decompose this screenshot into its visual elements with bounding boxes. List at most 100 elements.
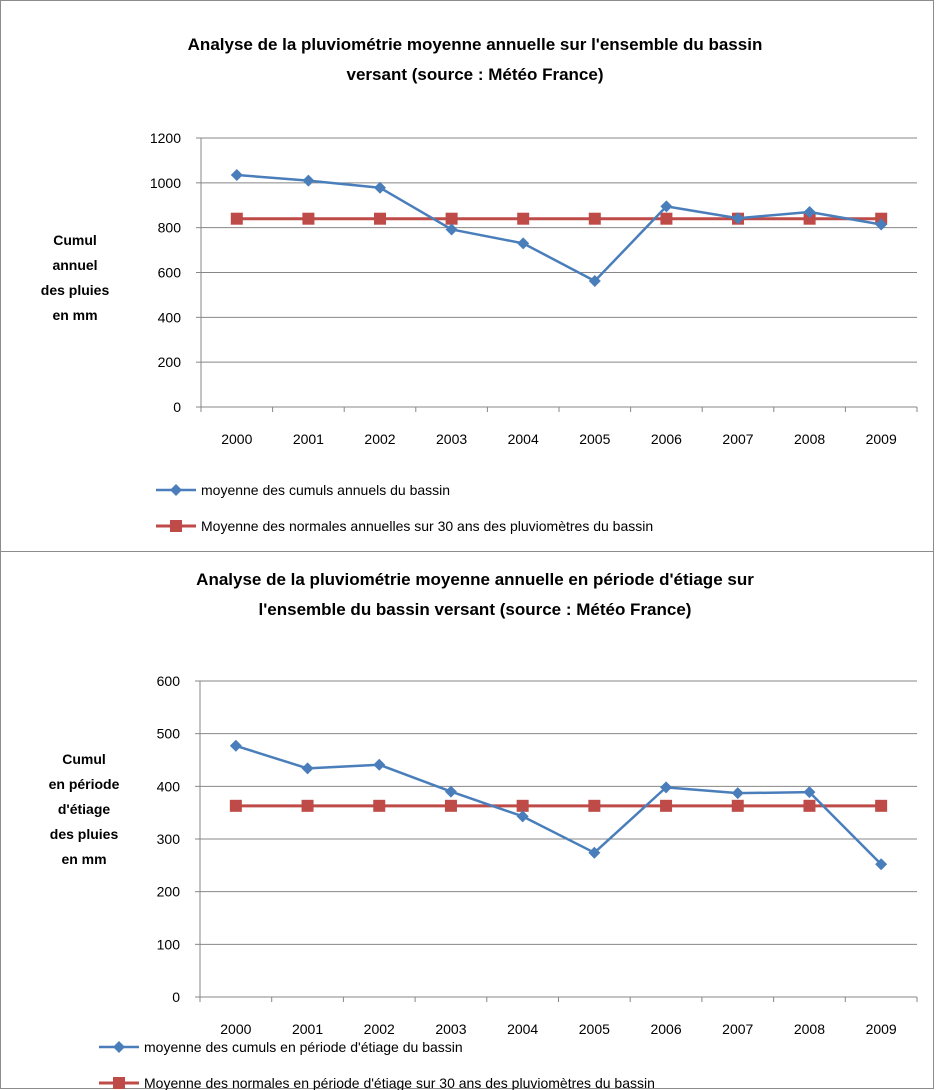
- data-point-square: [302, 212, 315, 225]
- data-point-diamond: [373, 758, 386, 771]
- chart-panel-low-water: Analyse de la pluviométrie moyenne annue…: [0, 551, 934, 1090]
- data-point-square: [374, 212, 386, 225]
- y-axis-label-line: en mm: [52, 307, 97, 323]
- data-point-square: [445, 212, 458, 225]
- data-point-square: [731, 799, 744, 812]
- y-axis-label-line: en période: [49, 776, 120, 792]
- chart-title-line: l'ensemble du bassin versant (source : M…: [259, 600, 692, 619]
- data-point-diamond: [660, 200, 673, 213]
- data-point-square: [660, 212, 673, 225]
- data-point-diamond: [588, 846, 601, 859]
- data-point-diamond: [660, 781, 673, 794]
- y-tick-label: 600: [158, 265, 182, 281]
- y-axis-label-line: annuel: [52, 257, 97, 273]
- series-line-average: [236, 173, 882, 283]
- y-tick-label: 500: [157, 726, 181, 742]
- chart-title-line: Analyse de la pluviométrie moyenne annue…: [196, 570, 754, 589]
- legend-marker-square: [113, 1077, 125, 1089]
- x-tick-label: 2005: [579, 431, 610, 447]
- data-point-diamond: [731, 787, 744, 800]
- y-tick-label: 400: [158, 309, 182, 325]
- data-point-square: [803, 799, 816, 812]
- data-point-square: [373, 799, 386, 812]
- y-axis-label-line: des pluies: [41, 282, 110, 298]
- legend-marker-diamond: [170, 484, 182, 496]
- x-tick-label: 2004: [507, 1021, 538, 1037]
- legend-marker-square: [170, 520, 182, 532]
- y-tick-label: 400: [157, 778, 181, 794]
- legend-label: moyenne des cumuls annuels du bassin: [201, 482, 450, 498]
- chart-panel-annual: Analyse de la pluviométrie moyenne annue…: [0, 0, 934, 552]
- x-tick-label: 2007: [722, 431, 753, 447]
- chart-annual-rainfall: Analyse de la pluviométrie moyenne annue…: [41, 35, 918, 534]
- y-axis-label-line: d'étiage: [58, 801, 111, 817]
- data-point-diamond: [230, 168, 243, 181]
- y-axis-label-line: Cumul: [62, 751, 106, 767]
- legend-label: Moyenne des normales annuelles sur 30 an…: [201, 518, 653, 534]
- x-tick-label: 2003: [436, 431, 467, 447]
- data-point-square: [517, 212, 530, 225]
- x-tick-label: 2009: [866, 1021, 897, 1037]
- y-tick-label: 1200: [150, 130, 181, 146]
- data-point-square: [875, 799, 888, 812]
- x-tick-label: 2007: [722, 1021, 753, 1037]
- data-point-square: [660, 799, 673, 812]
- chart-title-line: Analyse de la pluviométrie moyenne annue…: [188, 35, 763, 54]
- data-point-square: [588, 212, 601, 225]
- data-point-square: [301, 799, 314, 812]
- y-tick-label: 0: [172, 989, 180, 1005]
- data-point-diamond: [517, 237, 530, 250]
- series-line-average: [235, 744, 883, 866]
- x-tick-label: 2009: [866, 431, 897, 447]
- data-point-diamond: [302, 174, 315, 187]
- data-point-diamond: [875, 858, 888, 871]
- y-tick-label: 1000: [150, 175, 181, 191]
- x-tick-label: 2006: [650, 1021, 681, 1037]
- y-tick-label: 200: [158, 354, 182, 370]
- x-tick-label: 2001: [293, 431, 324, 447]
- data-point-square: [229, 799, 242, 812]
- x-tick-label: 2006: [651, 431, 682, 447]
- data-point-diamond: [301, 762, 314, 775]
- x-tick-label: 2000: [220, 1021, 251, 1037]
- data-point-diamond: [875, 218, 888, 231]
- y-tick-label: 100: [157, 936, 181, 952]
- x-tick-label: 2003: [435, 1021, 466, 1037]
- data-point-diamond: [803, 205, 816, 218]
- legend-label: Moyenne des normales en période d'étiage…: [144, 1075, 655, 1090]
- y-tick-label: 600: [157, 673, 181, 689]
- y-tick-label: 0: [173, 399, 181, 415]
- chart-low-water-rainfall: Analyse de la pluviométrie moyenne annue…: [49, 570, 918, 1090]
- data-point-diamond: [444, 785, 457, 798]
- x-tick-label: 2008: [794, 1021, 825, 1037]
- x-tick-label: 2000: [221, 431, 252, 447]
- y-axis-label-line: des pluies: [50, 826, 119, 842]
- data-point-square: [803, 212, 816, 225]
- data-point-diamond: [516, 810, 529, 823]
- legend-label: moyenne des cumuls en période d'étiage d…: [144, 1039, 463, 1055]
- data-point-square: [588, 799, 601, 812]
- y-tick-label: 800: [158, 220, 182, 236]
- y-axis-label-line: en mm: [61, 851, 106, 867]
- data-point-diamond: [445, 223, 458, 236]
- y-axis-label-line: Cumul: [53, 232, 97, 248]
- y-tick-label: 300: [157, 831, 181, 847]
- x-tick-label: 2005: [579, 1021, 610, 1037]
- x-tick-label: 2002: [364, 1021, 395, 1037]
- legend-marker-diamond: [113, 1041, 125, 1053]
- x-tick-label: 2001: [292, 1021, 323, 1037]
- x-tick-label: 2008: [794, 431, 825, 447]
- data-point-diamond: [374, 181, 386, 194]
- y-tick-label: 200: [157, 884, 181, 900]
- data-point-diamond: [588, 275, 601, 288]
- data-point-diamond: [803, 786, 816, 799]
- data-point-diamond: [229, 739, 242, 752]
- x-tick-label: 2004: [508, 431, 539, 447]
- data-point-square: [230, 212, 243, 225]
- data-point-square: [516, 799, 529, 812]
- data-point-diamond: [732, 212, 744, 225]
- x-tick-label: 2002: [364, 431, 395, 447]
- chart-title-line: versant (source : Météo France): [347, 65, 604, 84]
- data-point-square: [444, 799, 457, 812]
